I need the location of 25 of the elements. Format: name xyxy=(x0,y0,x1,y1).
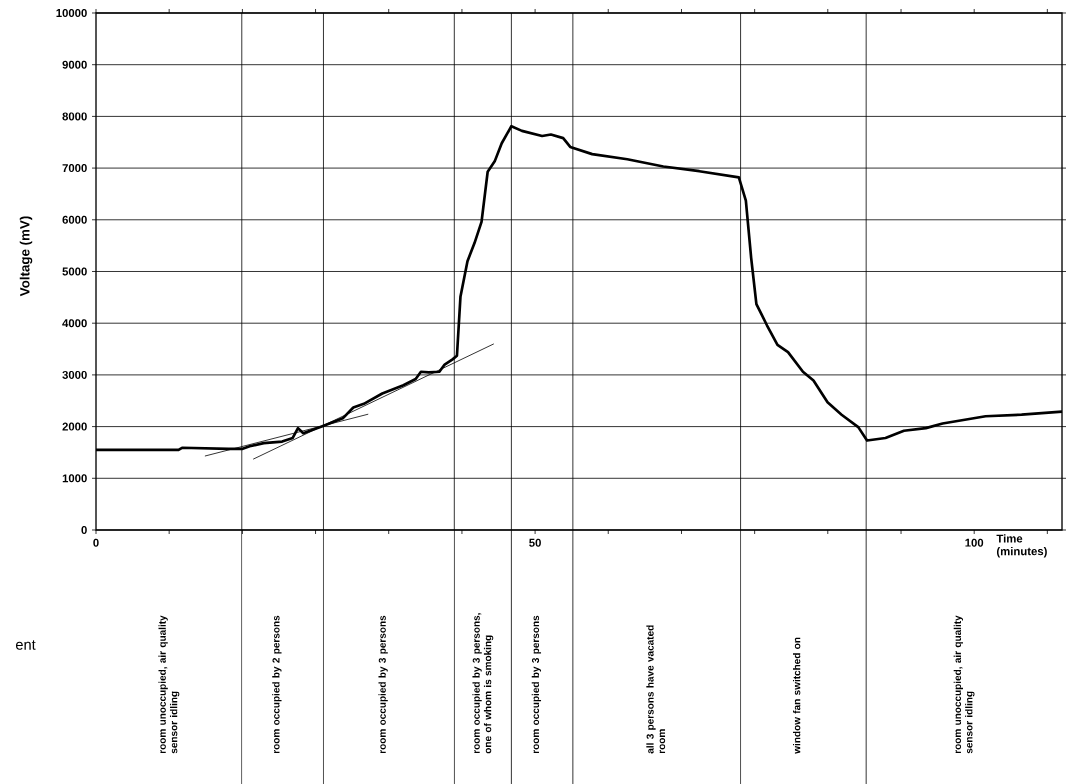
y-tick-label: 4000 xyxy=(62,319,87,328)
y-tick-label: 6000 xyxy=(62,215,87,224)
x-tick-label: 0 xyxy=(93,538,99,547)
y-tick-label: 7000 xyxy=(62,163,87,172)
text: room unoccupied, air quality sensor idling xyxy=(158,615,180,754)
text: room occupied by 3 persons xyxy=(531,615,542,753)
y-tick-label: 10000 xyxy=(56,8,87,17)
x-tick-label: 100 xyxy=(965,538,984,547)
y-tick-label: 1000 xyxy=(62,474,87,483)
y-tick-label: 5000 xyxy=(62,267,87,276)
x-tick-label: 50 xyxy=(529,538,541,547)
text: room occupied by 3 persons, one of whom is smoking xyxy=(472,613,494,754)
text: window fan switched on xyxy=(792,637,801,754)
text: all 3 persons have vacated room xyxy=(646,625,666,754)
text: room occupied by 2 persons xyxy=(272,615,282,753)
y-tick-label: 3000 xyxy=(62,370,87,379)
y-tick-label: 0 xyxy=(81,525,87,534)
y-tick-label: 8000 xyxy=(62,112,87,121)
x-axis-title: Time (minutes) xyxy=(996,534,1047,558)
y-tick-label: 2000 xyxy=(62,422,87,431)
text: room unoccupied, air quality sensor idling xyxy=(953,615,975,754)
y-tick-label: 9000 xyxy=(62,60,87,69)
text: room occupied by 3 persons xyxy=(378,615,388,753)
y-axis-title: Voltage (mV) xyxy=(19,216,33,296)
text: ent xyxy=(15,640,36,650)
